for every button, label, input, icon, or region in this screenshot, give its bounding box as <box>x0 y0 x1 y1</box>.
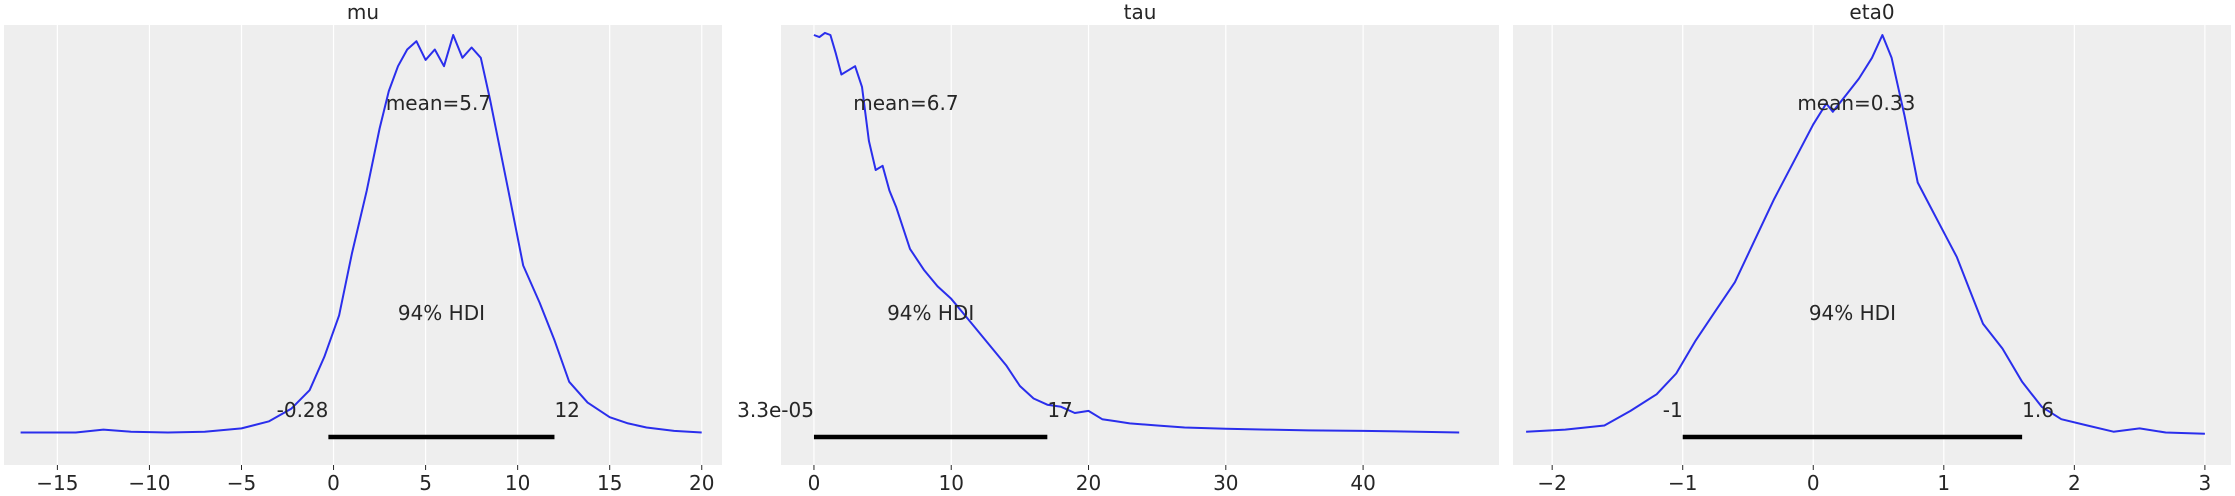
density-line <box>1526 34 2205 435</box>
density-line <box>813 31 1460 434</box>
x-tick-label: 2 <box>2068 471 2081 495</box>
x-tick-label: −5 <box>227 471 256 495</box>
mean-label: mean=0.33 <box>1797 91 1915 115</box>
x-tick-label: 40 <box>1350 471 1375 495</box>
x-tick-label: 5 <box>419 471 432 495</box>
plot-area <box>781 25 1499 465</box>
x-tick-label: −2 <box>1537 471 1566 495</box>
hdi-high-label: 1.6 <box>2022 398 2054 422</box>
chart-title: mu <box>347 0 379 24</box>
plot-area <box>1513 25 2231 465</box>
hdi-label: 94% HDI <box>398 301 485 325</box>
hdi-high-label: 17 <box>1047 398 1072 422</box>
x-tick-label: −1 <box>1668 471 1697 495</box>
x-tick-label: −10 <box>128 471 170 495</box>
x-tick-label: 10 <box>939 471 964 495</box>
x-tick-label: 0 <box>327 471 340 495</box>
x-tick-label: 10 <box>505 471 530 495</box>
hdi-label: 94% HDI <box>1809 301 1896 325</box>
chart-title: eta0 <box>1849 0 1894 24</box>
chart-title: tau <box>1124 0 1157 24</box>
hdi-low-label: 3.3e-05 <box>737 398 814 422</box>
x-tick-label: 3 <box>2199 471 2212 495</box>
plot-area <box>4 25 722 465</box>
x-tick-label: 0 <box>1807 471 1820 495</box>
hdi-label: 94% HDI <box>887 301 974 325</box>
x-tick-label: 20 <box>689 471 714 495</box>
x-tick-label: 15 <box>597 471 622 495</box>
panel-mu: mu 94% HDI -0.28 12 mean=5.7 −15 −10 −5 0 5 10 15 20 <box>4 0 722 495</box>
panel-eta0: eta0 94% HDI -1 1.6 mean=0.33 −2 −1 0 1 2 3 <box>1513 0 2231 495</box>
hdi-low-label: -0.28 <box>277 398 329 422</box>
hdi-high-label: 12 <box>554 398 579 422</box>
x-tick-label: 30 <box>1213 471 1238 495</box>
x-tick-label: 1 <box>1937 471 1950 495</box>
mean-label: mean=6.7 <box>853 91 958 115</box>
density-line <box>20 34 702 434</box>
x-tick-label: 0 <box>808 471 821 495</box>
panel-tau: tau 94% HDI 3.3e-05 17 mean=6.7 0 10 20 30 40 <box>737 0 1499 495</box>
mean-label: mean=5.7 <box>386 91 491 115</box>
x-tick-label: −15 <box>36 471 78 495</box>
x-tick-label: 20 <box>1076 471 1101 495</box>
hdi-low-label: -1 <box>1663 398 1683 422</box>
